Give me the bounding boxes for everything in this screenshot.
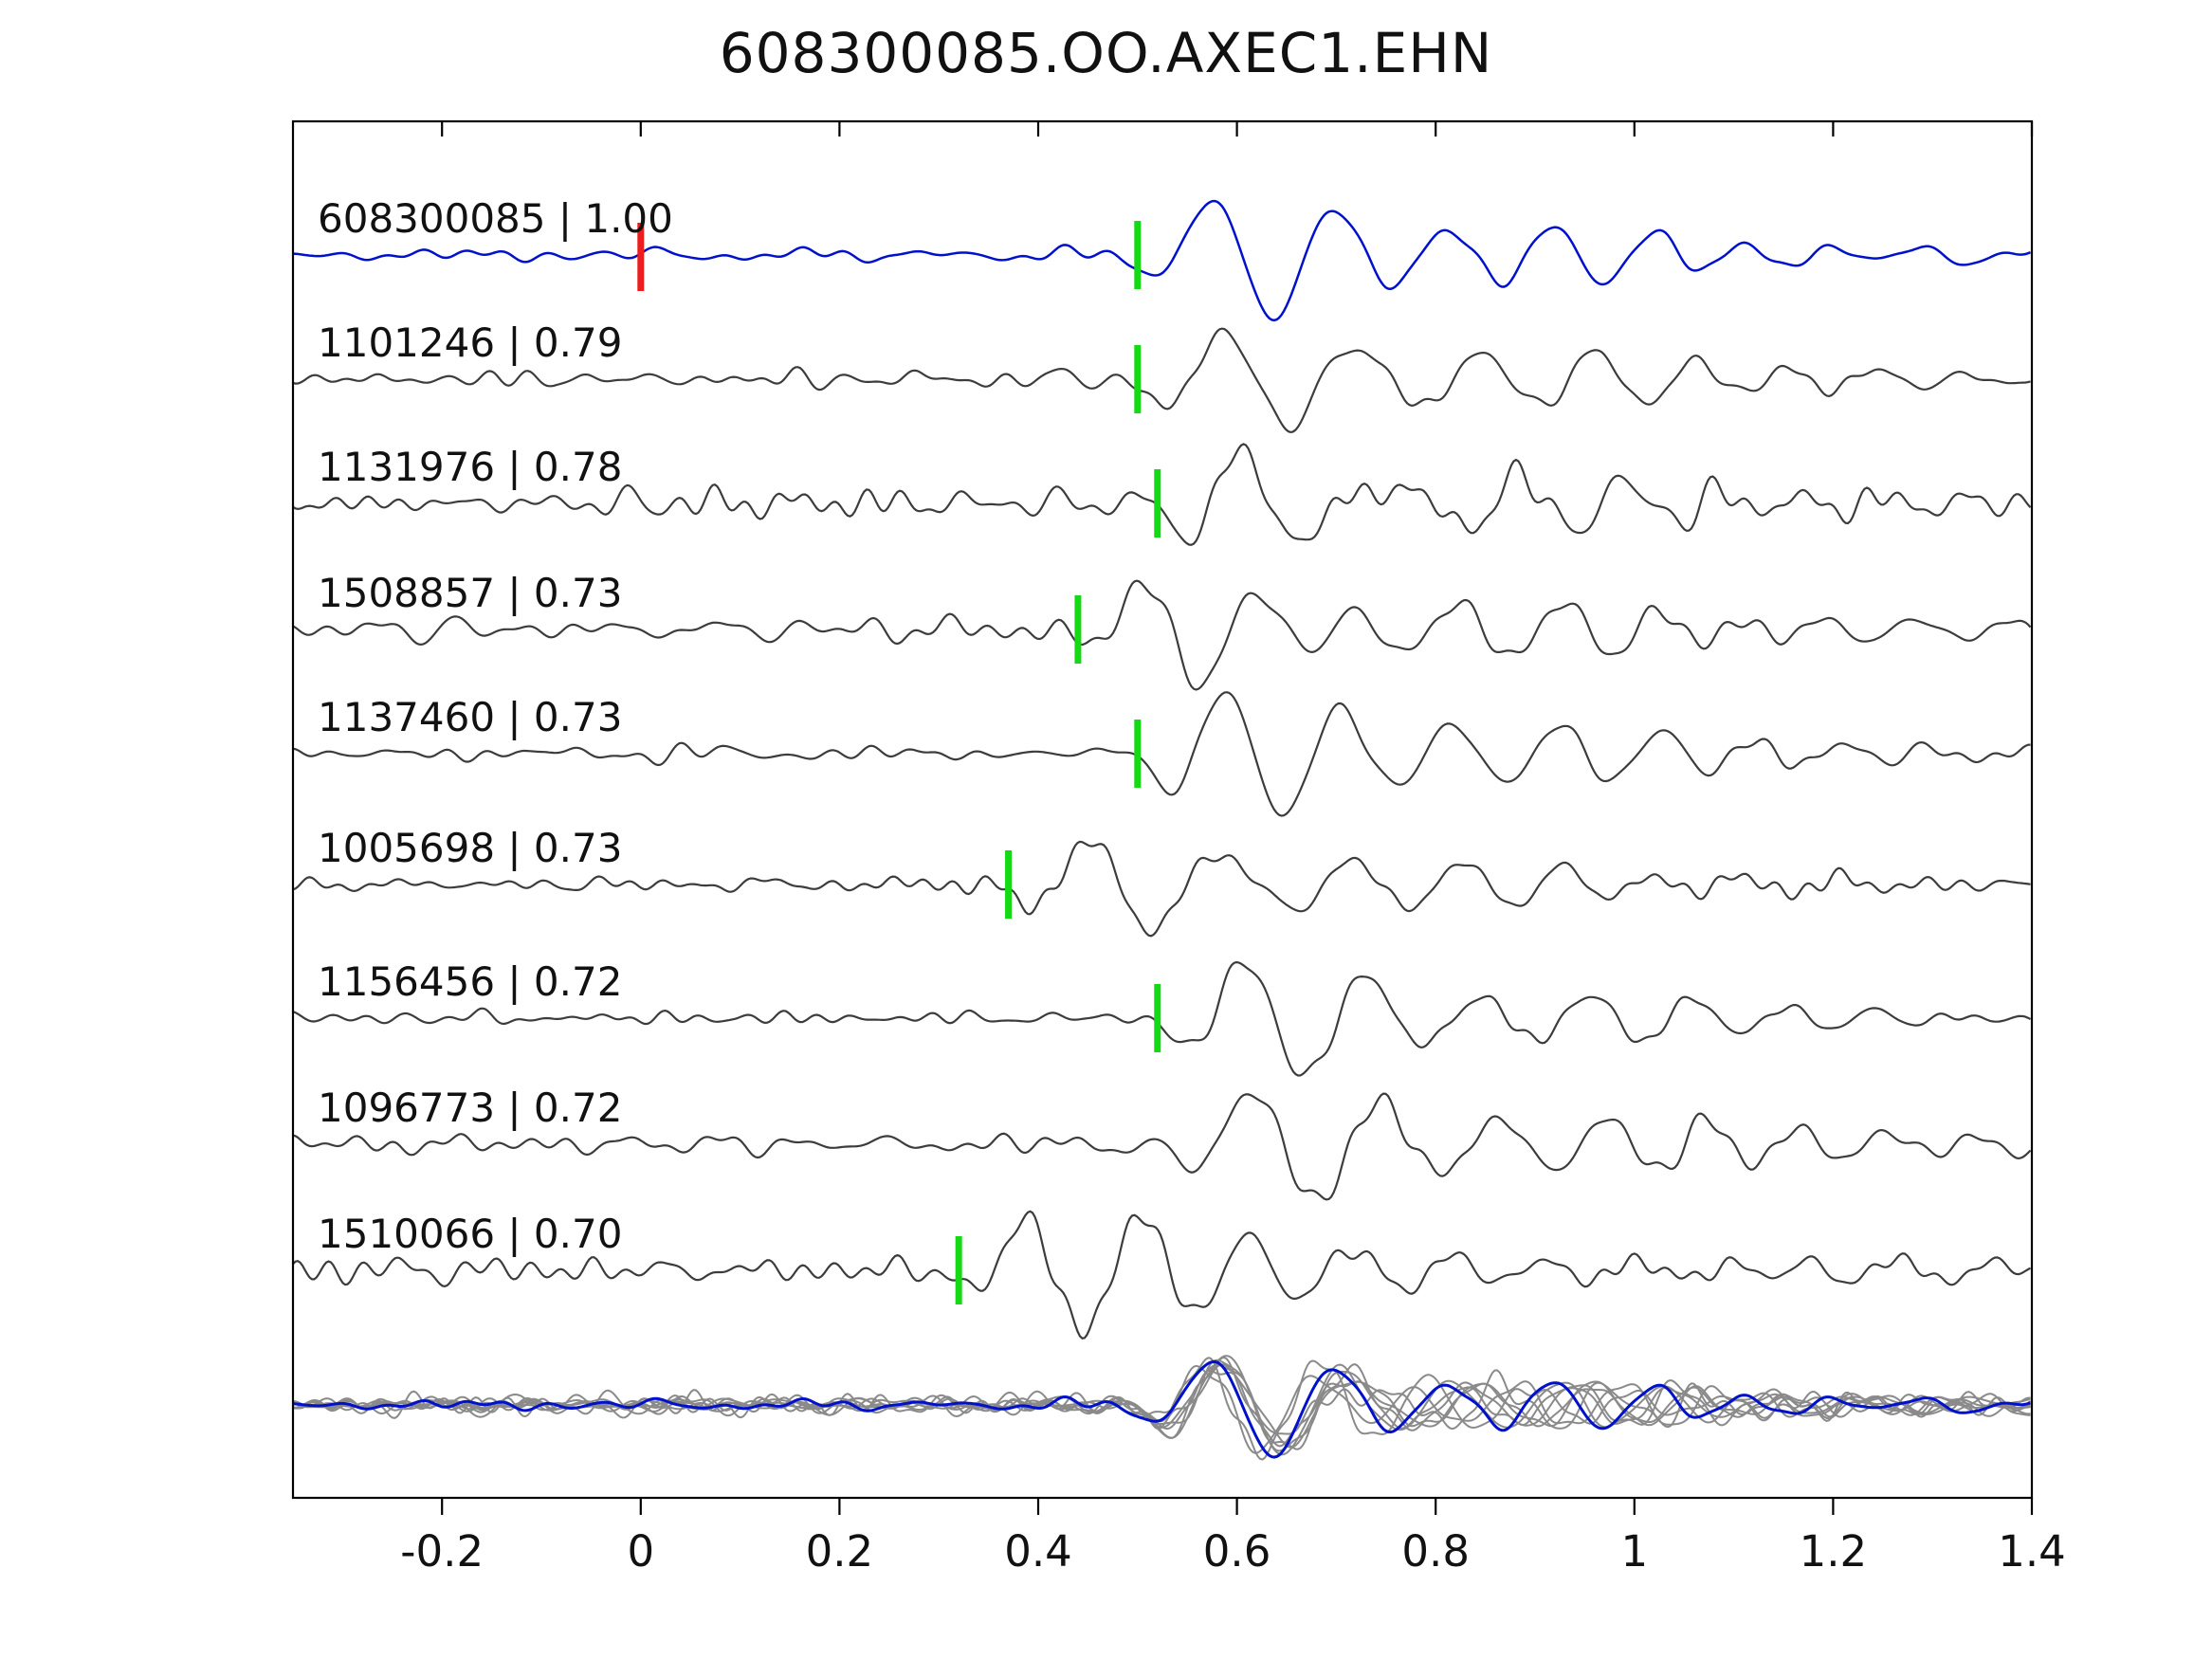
axes-box <box>291 119 2034 1500</box>
trace-label-1101246: 1101246 | 0.79 <box>318 319 622 366</box>
trace-label-1131976: 1131976 | 0.78 <box>318 444 622 490</box>
figure-title: 608300085.OO.AXEC1.EHN <box>719 21 1493 85</box>
x-tick-label: 1 <box>1620 1526 1648 1577</box>
trace-label-1137460: 1137460 | 0.73 <box>318 694 622 740</box>
trace-waveform-1096773 <box>293 1092 2032 1201</box>
trace-waveform-1508857 <box>293 579 2032 691</box>
x-tick-label: 0.6 <box>1203 1526 1271 1577</box>
plot-area <box>293 199 2032 1461</box>
trace-label-1508857: 1508857 | 0.73 <box>318 570 622 616</box>
x-tick-label: 0 <box>627 1526 654 1577</box>
trace-waveform-1137460 <box>293 691 2031 817</box>
trace-waveform-608300085 <box>293 199 2031 322</box>
trace-waveform-1156456 <box>293 960 2032 1077</box>
x-tick-label: 1.4 <box>1998 1526 2066 1577</box>
trace-waveform-1005698 <box>293 840 2031 938</box>
trace-label-1096773: 1096773 | 0.72 <box>318 1085 622 1131</box>
x-tick-label: 1.2 <box>1800 1526 1868 1577</box>
x-tick-label: 0.2 <box>806 1526 874 1577</box>
trace-label-608300085: 608300085 | 1.00 <box>318 195 673 242</box>
trace-waveform-1510066 <box>293 1210 2031 1340</box>
x-tick-label: -0.2 <box>400 1526 484 1577</box>
trace-waveform-1131976 <box>293 443 2032 546</box>
x-tick-label: 0.4 <box>1004 1526 1072 1577</box>
trace-label-1156456: 1156456 | 0.72 <box>318 958 622 1005</box>
trace-label-1005698: 1005698 | 0.73 <box>318 825 622 871</box>
overlay-waveform-1096773 <box>293 1363 2031 1450</box>
trace-waveform-1101246 <box>293 327 2031 434</box>
overlay-waveform-1101246 <box>293 1363 2031 1449</box>
trace-label-1510066: 1510066 | 0.70 <box>318 1211 622 1257</box>
overlay-template-waveform <box>293 1360 2031 1459</box>
x-tick-label: 0.8 <box>1401 1526 1470 1577</box>
